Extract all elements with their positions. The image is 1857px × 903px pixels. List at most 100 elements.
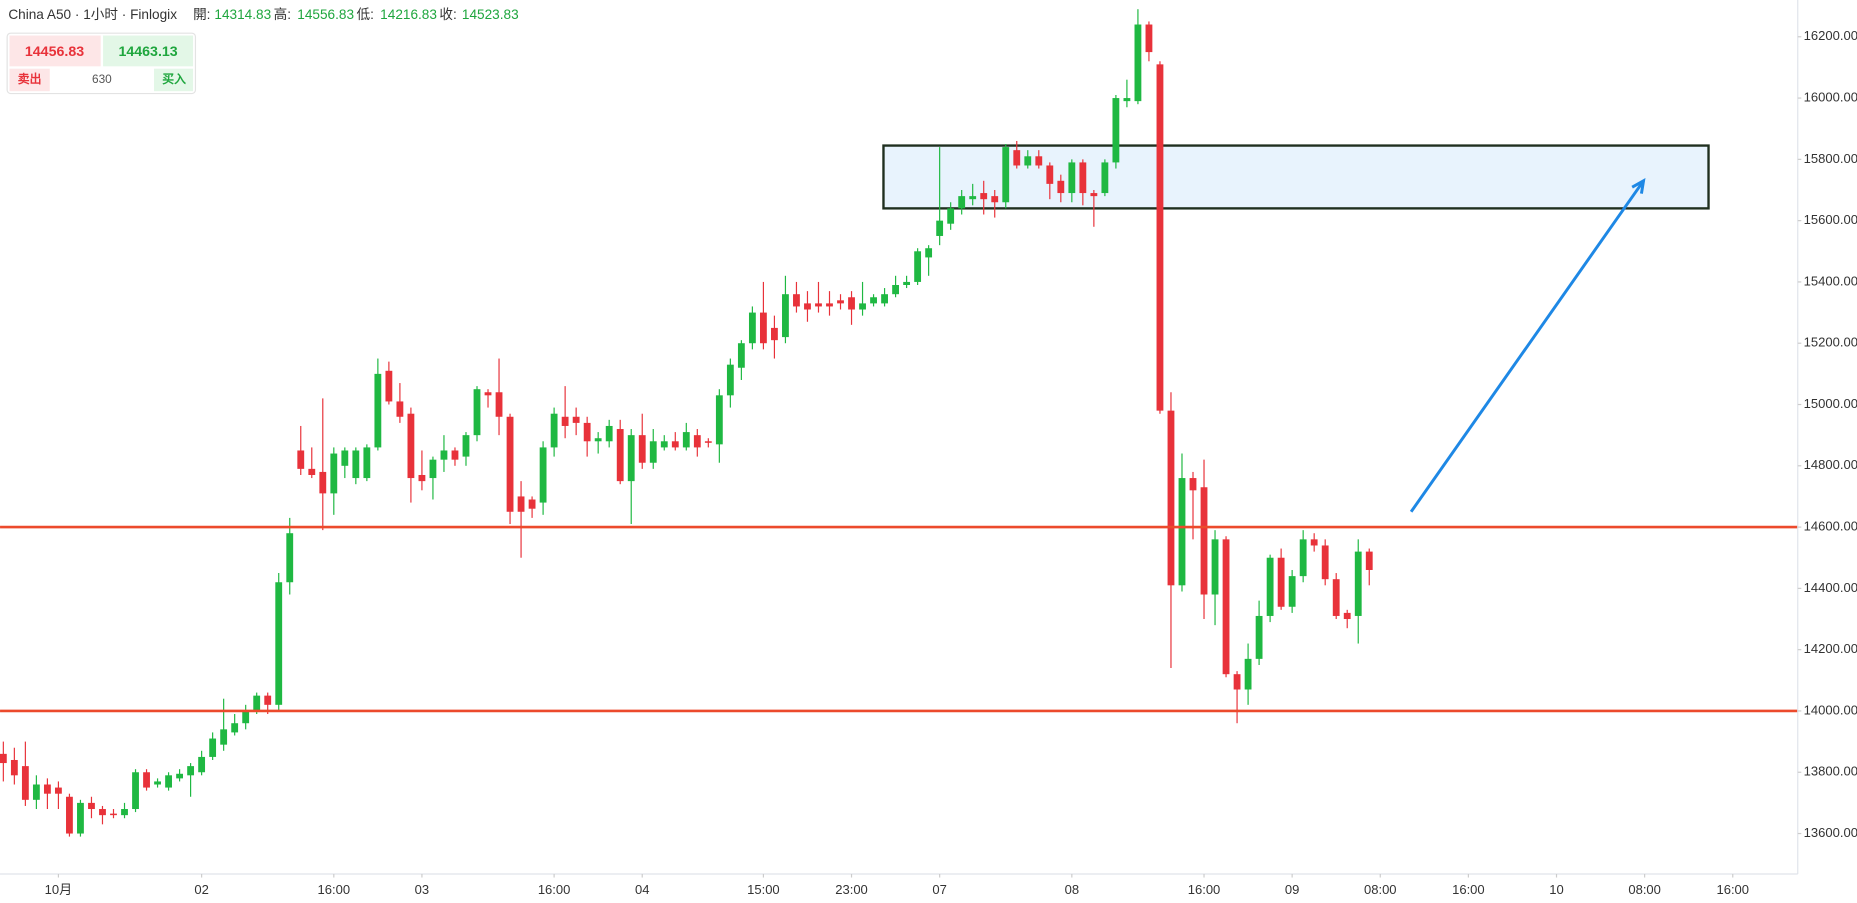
candle-body [275, 582, 283, 705]
candle-body [870, 297, 877, 304]
candle-body [418, 474, 426, 482]
candle-body [748, 312, 756, 344]
candle-body [99, 809, 106, 816]
buy-price[interactable]: 14463.13 [118, 44, 177, 60]
candle-body [429, 459, 437, 479]
candle-body [693, 435, 701, 448]
sell-box[interactable] [9, 35, 101, 67]
candle-body [43, 784, 51, 794]
candle-body [21, 766, 29, 800]
candle-body [616, 429, 624, 482]
candle-body [704, 441, 712, 443]
buy-label[interactable]: 买入 [162, 72, 186, 86]
candle-body [991, 196, 999, 203]
candle-body [363, 447, 371, 479]
candle-body [1354, 551, 1362, 616]
ohlc-value: 14523.83 [462, 7, 519, 22]
candle-body [539, 447, 547, 503]
candle-body [1035, 156, 1043, 166]
candle-body [352, 450, 360, 479]
candle-body [969, 196, 977, 200]
candle-body [660, 441, 668, 448]
arrow-line [1409, 179, 1645, 513]
candle-body [1046, 165, 1054, 184]
candle-body [231, 723, 239, 733]
candle-body [451, 450, 459, 460]
candle-body [881, 294, 888, 304]
x-tick-label: 03 [415, 882, 429, 897]
candle-body [517, 496, 525, 512]
plot-area [0, 9, 1798, 837]
candle-body [1365, 551, 1373, 570]
y-tick-label: 14000.00 [1804, 702, 1857, 717]
candle-body [737, 343, 745, 368]
candle-body [10, 759, 18, 776]
candle-body [1167, 410, 1175, 586]
x-tick-label: 10 [1549, 882, 1563, 897]
candle-body [495, 392, 503, 417]
x-tick-label: 07 [932, 882, 946, 897]
candle-body [121, 809, 128, 816]
candle-body [572, 416, 580, 423]
x-tick-label: 15:00 [747, 882, 780, 897]
candle-body [1178, 478, 1186, 586]
candle-body [0, 753, 7, 764]
candle-body [826, 303, 833, 307]
candle-body [506, 416, 514, 512]
candle-body [914, 251, 922, 282]
x-tick-label: 23:00 [835, 882, 868, 897]
y-tick-label: 14400.00 [1804, 580, 1857, 595]
ohlc-value: 14556.83 [297, 7, 354, 22]
candle-body [1112, 98, 1120, 163]
header: China A50 · 1小时 · Finlogix 開: 14314.83 高… [8, 6, 518, 22]
candle-body [638, 435, 646, 463]
ohlc-value: 14216.83 [380, 7, 437, 22]
candle-body [1024, 156, 1032, 166]
candle-body [726, 364, 734, 396]
candle-body [1244, 658, 1252, 690]
candle-body [594, 438, 602, 442]
x-tick-label: 08:00 [1364, 882, 1397, 897]
candle-body [319, 471, 327, 494]
candle-body [1123, 98, 1131, 102]
x-tick-label: 16:00 [318, 882, 351, 897]
candle-body [132, 772, 139, 810]
candle-body [473, 389, 481, 436]
candle-body [374, 373, 382, 448]
y-tick-label: 15200.00 [1804, 335, 1857, 350]
candle-body [385, 370, 393, 402]
candle-body [66, 796, 73, 834]
candle-body [793, 294, 800, 307]
candle-body [341, 450, 349, 466]
candle-body [330, 453, 338, 494]
buy-box[interactable] [103, 35, 194, 67]
quote-box: 14456.83 14463.13 卖出 630 买入 [6, 32, 197, 95]
candle-body [550, 413, 558, 448]
candle-body [804, 303, 811, 310]
candle-body [209, 738, 217, 757]
candle-body [1299, 539, 1307, 577]
candle-body [264, 695, 272, 705]
candle-body [187, 766, 195, 776]
candle-body [220, 729, 228, 745]
x-tick-label: 16:00 [1188, 882, 1221, 897]
x-tick-label: 02 [194, 882, 208, 897]
candle-body [407, 413, 415, 479]
sell-price[interactable]: 14456.83 [25, 44, 84, 60]
candle-body [32, 784, 40, 800]
candle-body [1277, 557, 1285, 607]
candle-body [1211, 539, 1219, 595]
sell-label-bg[interactable] [9, 68, 50, 92]
candle-body [1068, 162, 1076, 194]
candle-body [1002, 147, 1010, 203]
y-tick-label: 16200.00 [1804, 28, 1857, 43]
candle-body [649, 441, 657, 463]
candle-body [583, 422, 591, 442]
sell-label[interactable]: 卖出 [18, 72, 42, 86]
y-tick-label: 15000.00 [1804, 396, 1857, 411]
candle-body [1343, 612, 1351, 620]
candle-body [77, 802, 84, 834]
candle-body [143, 772, 150, 788]
buy-label-bg[interactable] [153, 68, 194, 92]
candle-body [936, 220, 944, 236]
